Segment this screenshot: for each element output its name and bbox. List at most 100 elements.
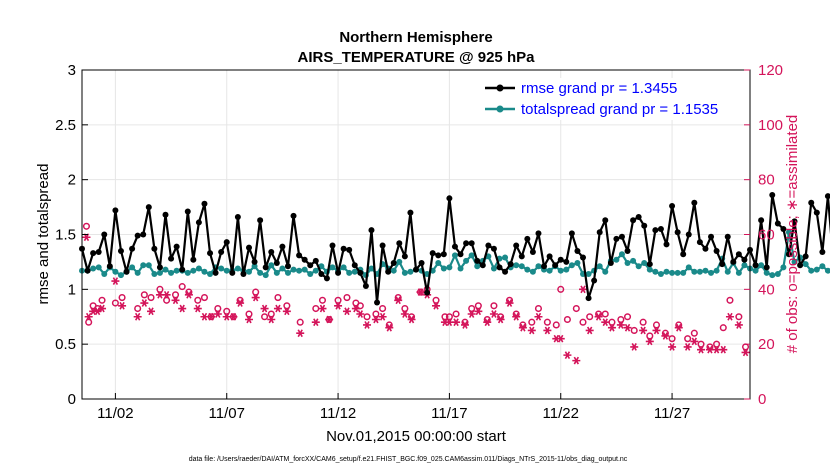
- assimilated-obs-point: [325, 315, 334, 324]
- assimilated-obs-point: [140, 299, 149, 307]
- assimilated-obs-point: [147, 307, 156, 316]
- possible-obs-point: [267, 310, 275, 318]
- rmse-point: [446, 195, 453, 202]
- rmse-point: [390, 260, 397, 267]
- assimilated-obs-point: [111, 277, 120, 285]
- assimilated-obs-point: [371, 315, 380, 324]
- totalspread-point: [112, 268, 119, 275]
- rmse-point: [468, 240, 475, 247]
- assimilated-obs-point: [683, 343, 692, 351]
- assimilated-obs-point: [178, 304, 187, 313]
- rmse-point: [184, 208, 191, 215]
- possible-obs-point: [245, 310, 253, 318]
- assimilated-obs-point: [118, 301, 127, 310]
- totalspread-point: [218, 265, 225, 272]
- possible-obs-point: [552, 321, 560, 329]
- rmse-point: [218, 249, 225, 256]
- rmse-point: [630, 217, 637, 224]
- assimilated-obs-point: [400, 310, 409, 318]
- rmse-point: [674, 229, 681, 236]
- possible-obs-point: [630, 326, 638, 335]
- possible-obs-point: [296, 318, 304, 326]
- totalspread-point: [774, 270, 781, 277]
- possible-obs-point: [379, 304, 387, 313]
- assimilated-obs-point: [705, 345, 714, 354]
- assimilated-obs-point: [363, 321, 372, 329]
- assimilated-obs-point: [385, 323, 394, 332]
- assimilated-obs-point: [342, 307, 351, 316]
- rmse-point: [151, 245, 158, 252]
- totalspread-point: [168, 269, 175, 276]
- y-tick-label-left: 1: [68, 281, 76, 298]
- y-tick-label-left: 0: [68, 391, 76, 408]
- assimilated-obs-point: [690, 337, 699, 346]
- y-tick-label-left: 2: [68, 172, 76, 189]
- rmse-point: [758, 217, 765, 224]
- rmse-point: [351, 262, 358, 269]
- y-tick-label-right: 40: [758, 281, 775, 298]
- x-tick-label: 11/12: [320, 405, 356, 422]
- rmse-point: [774, 220, 781, 227]
- rmse-point: [463, 240, 470, 247]
- assimilated-obs-point: [518, 323, 527, 332]
- rmse-point: [696, 239, 703, 246]
- rmse-point: [552, 262, 559, 269]
- totalspread-point: [808, 267, 815, 274]
- rmse-point: [307, 262, 314, 269]
- possible-obs-point: [668, 335, 676, 343]
- y-axis-label-left: rmse and totalspread: [35, 164, 52, 305]
- rmse-point: [156, 264, 163, 271]
- possible-obs-point: [214, 304, 222, 313]
- totalspread-point: [685, 264, 692, 271]
- rmse-point: [769, 192, 776, 199]
- legend-box: [479, 78, 743, 120]
- totalspread-point: [307, 270, 314, 277]
- rmse-point: [685, 231, 692, 238]
- assimilated-obs-point: [697, 345, 706, 354]
- rmse-point: [262, 264, 269, 271]
- rmse-point: [524, 235, 531, 242]
- possible-obs-point: [441, 313, 449, 321]
- possible-obs-point: [697, 340, 705, 348]
- y-tick-label-right: 100: [758, 117, 783, 134]
- rmse-point: [541, 263, 548, 270]
- totalspread-point: [485, 253, 492, 260]
- rmse-point: [585, 295, 592, 302]
- assimilated-obs-point: [356, 310, 365, 318]
- rmse-point: [663, 241, 670, 248]
- totalspread-point: [223, 267, 230, 274]
- totalspread-point: [101, 270, 108, 277]
- assimilated-obs-point: [460, 321, 469, 329]
- rmse-point: [201, 200, 208, 207]
- assimilated-obs-point: [585, 326, 594, 335]
- totalspread-point: [273, 269, 280, 276]
- totalspread-point: [763, 269, 770, 276]
- rmse-point: [195, 219, 202, 226]
- totalspread-point: [151, 270, 158, 277]
- rmse-point: [451, 243, 458, 250]
- totalspread-point: [546, 267, 553, 274]
- totalspread-point: [234, 265, 241, 272]
- totalspread-point: [646, 266, 653, 273]
- totalspread-point: [90, 265, 97, 272]
- rmse-point: [490, 245, 497, 252]
- possible-obs-point: [490, 302, 498, 310]
- assimilated-obs-point: [496, 315, 505, 324]
- rmse-point: [479, 262, 486, 269]
- x-axis-label: Nov.01,2015 00:00:00 start: [326, 428, 507, 445]
- rmse-point: [708, 233, 715, 240]
- totalspread-point: [468, 252, 475, 259]
- rmse-point: [95, 249, 102, 256]
- totalspread-point: [262, 272, 269, 279]
- assimilated-obs-point: [661, 332, 670, 340]
- rmse-point: [724, 233, 731, 240]
- totalspread-point: [162, 266, 169, 273]
- assimilated-obs-point: [445, 318, 454, 327]
- rmse-point: [474, 257, 481, 264]
- rmse-point: [279, 243, 286, 250]
- totalspread-point: [513, 262, 520, 269]
- totalspread-point: [613, 256, 620, 263]
- rmse-point: [101, 231, 108, 238]
- possible-obs-point: [474, 302, 482, 310]
- rmse-point: [240, 270, 247, 277]
